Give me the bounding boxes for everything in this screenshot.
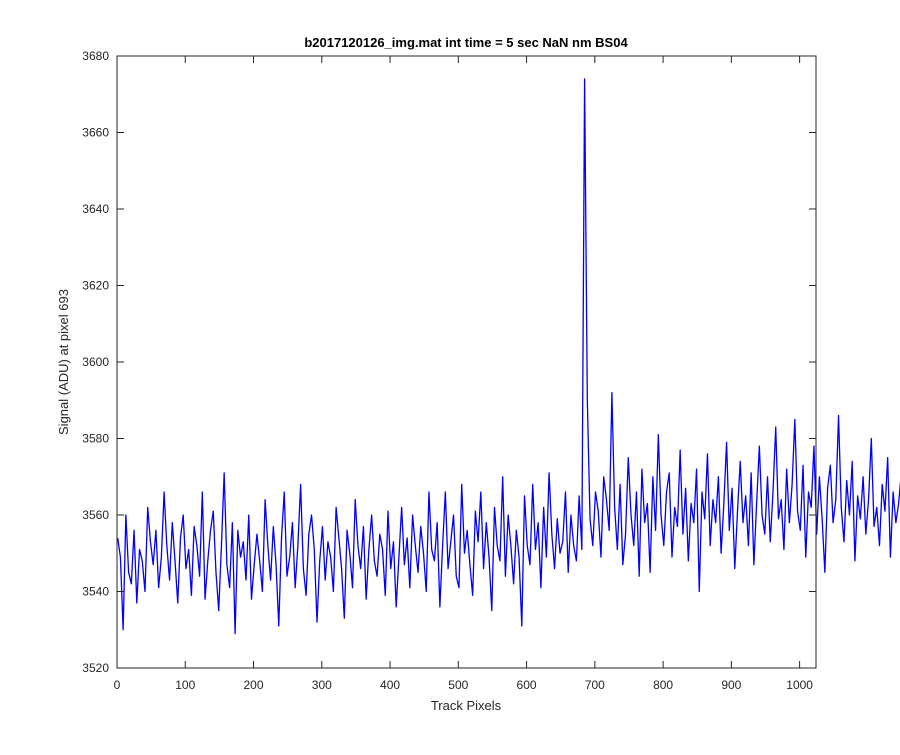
x-tick-label: 500	[448, 678, 468, 692]
x-tick-label: 100	[175, 678, 195, 692]
x-tick-label: 1000	[786, 678, 813, 692]
x-tick-label: 0	[114, 678, 121, 692]
x-tick-label: 300	[312, 678, 332, 692]
y-tick-label: 3600	[82, 355, 109, 369]
y-tick-label: 3620	[82, 279, 109, 293]
series-layer	[117, 78, 900, 635]
x-tick-label: 200	[244, 678, 264, 692]
y-tick-label: 3680	[82, 49, 109, 63]
signal-series-line	[117, 78, 900, 635]
x-tick-label: 800	[653, 678, 673, 692]
y-axis-label: Signal (ADU) at pixel 693	[56, 289, 71, 435]
y-tick-label: 3520	[82, 661, 109, 675]
y-tick-label: 3640	[82, 202, 109, 216]
x-tick-label: 900	[721, 678, 741, 692]
y-tick-label: 3660	[82, 126, 109, 140]
x-tick-label: 600	[517, 678, 537, 692]
y-tick-label: 3560	[82, 508, 109, 522]
y-tick-label: 3580	[82, 432, 109, 446]
chart-title: b2017120126_img.mat int time = 5 sec NaN…	[304, 35, 628, 50]
x-axis-label: Track Pixels	[431, 698, 502, 713]
y-tick-label: 3540	[82, 585, 109, 599]
ticks-layer: 0 100 200 300 400 500 600 700 800 900 1000 3520 3540…	[82, 49, 816, 692]
x-tick-label: 700	[585, 678, 605, 692]
plot-background	[117, 56, 816, 668]
x-tick-label: 400	[380, 678, 400, 692]
